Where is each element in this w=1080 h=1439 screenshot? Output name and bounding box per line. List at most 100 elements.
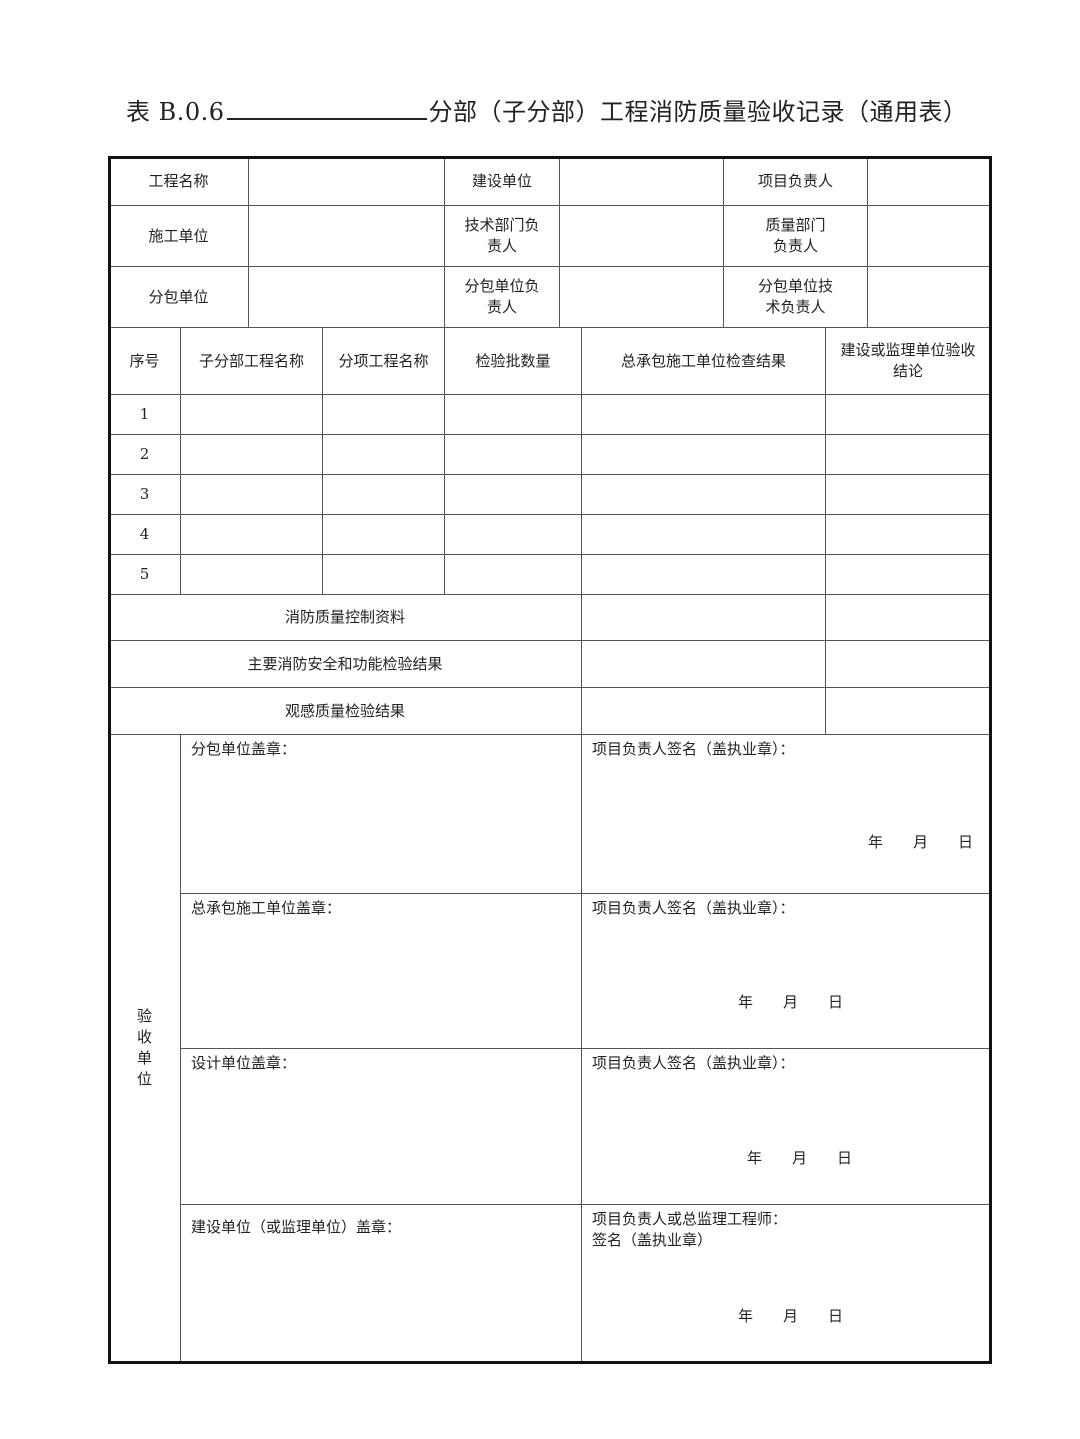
seal-label: 设计单位盖章： bbox=[191, 1054, 297, 1072]
row-index: 1 bbox=[109, 395, 181, 435]
cell[interactable] bbox=[445, 555, 582, 595]
cell[interactable] bbox=[445, 515, 582, 555]
label-safety-function-results: 主要消防安全和功能检验结果 bbox=[109, 641, 582, 688]
cell[interactable] bbox=[826, 641, 991, 688]
label-subcontractor: 分包单位 bbox=[109, 267, 249, 328]
cell[interactable] bbox=[582, 395, 826, 435]
cell[interactable] bbox=[826, 555, 991, 595]
cell[interactable] bbox=[181, 515, 323, 555]
header-index: 序号 bbox=[109, 328, 181, 395]
label-project-lead: 项目负责人 bbox=[724, 157, 868, 206]
table-number: 表 B.0.6 bbox=[126, 98, 225, 126]
cell[interactable] bbox=[323, 475, 445, 515]
field-sub-tech-lead[interactable] bbox=[868, 267, 991, 328]
cell[interactable] bbox=[826, 688, 991, 735]
field-project-lead[interactable] bbox=[868, 157, 991, 206]
month-label: 月 bbox=[792, 1149, 808, 1167]
field-builder[interactable] bbox=[560, 157, 724, 206]
date-line: 年月日 bbox=[868, 831, 973, 852]
title-blank-field[interactable] bbox=[226, 96, 427, 120]
month-label: 月 bbox=[913, 833, 929, 851]
signature-label: 项目负责人签名（盖执业章）： bbox=[592, 740, 795, 758]
day-label: 日 bbox=[828, 1307, 844, 1325]
month-label: 月 bbox=[783, 1307, 799, 1325]
cell[interactable] bbox=[181, 555, 323, 595]
row-index: 5 bbox=[109, 555, 181, 595]
label-appearance-results: 观感质量检验结果 bbox=[109, 688, 582, 735]
day-label: 日 bbox=[837, 1149, 853, 1167]
date-line: 年月日 bbox=[738, 991, 843, 1012]
seal-label: 建设单位（或监理单位）盖章： bbox=[191, 1218, 402, 1236]
label-builder: 建设单位 bbox=[445, 157, 560, 206]
cell[interactable] bbox=[445, 395, 582, 435]
subcontractor-seal-cell[interactable]: 分包单位盖章： bbox=[181, 735, 582, 894]
year-label: 年 bbox=[738, 993, 754, 1011]
month-label: 月 bbox=[783, 993, 799, 1011]
cell[interactable] bbox=[582, 595, 826, 641]
field-contractor[interactable] bbox=[249, 206, 445, 267]
header-contractor-result: 总承包施工单位检查结果 bbox=[582, 328, 826, 395]
cell[interactable] bbox=[582, 515, 826, 555]
label-quality-lead: 质量部门负责人 bbox=[724, 206, 868, 267]
owner-seal-cell[interactable]: 建设单位（或监理单位）盖章： bbox=[181, 1205, 582, 1362]
header-acceptance-conclusion: 建设或监理单位验收结论 bbox=[826, 328, 991, 395]
owner-signature-cell[interactable]: 项目负责人或总监理工程师： 签名（盖执业章） bbox=[582, 1205, 991, 1362]
field-tech-lead[interactable] bbox=[560, 206, 724, 267]
cell[interactable] bbox=[582, 475, 826, 515]
cell[interactable] bbox=[445, 475, 582, 515]
cell[interactable] bbox=[582, 435, 826, 475]
date-line: 年月日 bbox=[747, 1147, 852, 1168]
field-subcontractor[interactable] bbox=[249, 267, 445, 328]
label-tech-lead: 技术部门负责人 bbox=[445, 206, 560, 267]
cell[interactable] bbox=[181, 435, 323, 475]
date-line: 年月日 bbox=[738, 1305, 843, 1326]
year-label: 年 bbox=[868, 833, 884, 851]
seal-label: 总承包施工单位盖章： bbox=[191, 899, 342, 917]
label-contractor: 施工单位 bbox=[109, 206, 249, 267]
cell[interactable] bbox=[826, 475, 991, 515]
cell[interactable] bbox=[826, 595, 991, 641]
cell[interactable] bbox=[323, 395, 445, 435]
design-signature-cell[interactable]: 项目负责人签名（盖执业章）： bbox=[582, 1049, 991, 1205]
signature-label: 项目负责人或总监理工程师： 签名（盖执业章） bbox=[592, 1210, 788, 1249]
seal-label: 分包单位盖章： bbox=[191, 740, 297, 758]
field-sub-lead[interactable] bbox=[560, 267, 724, 328]
contractor-seal-cell[interactable]: 总承包施工单位盖章： bbox=[181, 894, 582, 1049]
cell[interactable] bbox=[181, 395, 323, 435]
header-sub-division: 子分部工程名称 bbox=[181, 328, 323, 395]
label-acceptance-units: 验收单位 bbox=[109, 735, 181, 1362]
title-text: 分部（子分部）工程消防质量验收记录（通用表） bbox=[428, 98, 968, 126]
cell[interactable] bbox=[323, 435, 445, 475]
cell[interactable] bbox=[323, 555, 445, 595]
label-project-name: 工程名称 bbox=[109, 157, 249, 206]
cell[interactable] bbox=[826, 515, 991, 555]
signature-label: 项目负责人签名（盖执业章）： bbox=[592, 899, 795, 917]
label-sub-lead: 分包单位负责人 bbox=[445, 267, 560, 328]
cell[interactable] bbox=[826, 395, 991, 435]
design-seal-cell[interactable]: 设计单位盖章： bbox=[181, 1049, 582, 1205]
row-index: 3 bbox=[109, 475, 181, 515]
field-quality-lead[interactable] bbox=[868, 206, 991, 267]
year-label: 年 bbox=[738, 1307, 754, 1325]
row-index: 4 bbox=[109, 515, 181, 555]
label-quality-control-docs: 消防质量控制资料 bbox=[109, 595, 582, 641]
cell[interactable] bbox=[582, 555, 826, 595]
cell[interactable] bbox=[826, 435, 991, 475]
header-item: 分项工程名称 bbox=[323, 328, 445, 395]
year-label: 年 bbox=[747, 1149, 763, 1167]
contractor-signature-cell[interactable]: 项目负责人签名（盖执业章）： bbox=[582, 894, 991, 1049]
cell[interactable] bbox=[582, 641, 826, 688]
day-label: 日 bbox=[958, 833, 974, 851]
label-sub-tech-lead: 分包单位技术负责人 bbox=[724, 267, 868, 328]
page-title: 表 B.0.6 分部（子分部）工程消防质量验收记录（通用表） bbox=[126, 92, 968, 127]
header-batch-count: 检验批数量 bbox=[445, 328, 582, 395]
row-index: 2 bbox=[109, 435, 181, 475]
cell[interactable] bbox=[323, 515, 445, 555]
signature-label: 项目负责人签名（盖执业章）： bbox=[592, 1054, 795, 1072]
cell[interactable] bbox=[582, 688, 826, 735]
cell[interactable] bbox=[181, 475, 323, 515]
cell[interactable] bbox=[445, 435, 582, 475]
subcontractor-signature-cell[interactable]: 项目负责人签名（盖执业章）： bbox=[582, 735, 991, 894]
field-project-name[interactable] bbox=[249, 157, 445, 206]
day-label: 日 bbox=[828, 993, 844, 1011]
